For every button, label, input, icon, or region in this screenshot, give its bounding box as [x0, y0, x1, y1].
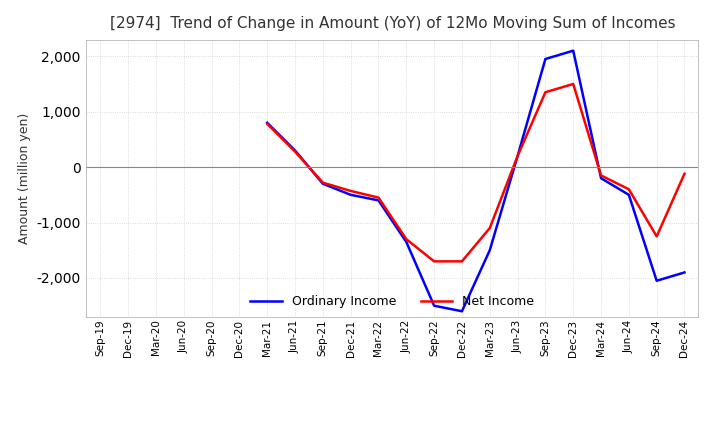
Net Income — [346, 188, 355, 194]
Line: Ordinary Income: Ordinary Income — [267, 51, 685, 311]
Title: [2974]  Trend of Change in Amount (YoY) of 12Mo Moving Sum of Incomes: [2974] Trend of Change in Amount (YoY) o… — [109, 16, 675, 32]
Ordinary Income — [263, 120, 271, 125]
Ordinary Income — [318, 181, 327, 187]
Net Income — [569, 81, 577, 87]
Ordinary Income — [624, 192, 633, 198]
Ordinary Income — [291, 148, 300, 153]
Ordinary Income — [541, 56, 550, 62]
Net Income — [485, 225, 494, 231]
Net Income — [318, 180, 327, 185]
Net Income — [513, 154, 522, 159]
Legend: Ordinary Income, Net Income: Ordinary Income, Net Income — [246, 290, 539, 313]
Y-axis label: Amount (million yen): Amount (million yen) — [18, 113, 31, 244]
Net Income — [263, 121, 271, 127]
Ordinary Income — [430, 303, 438, 308]
Ordinary Income — [513, 154, 522, 159]
Net Income — [541, 90, 550, 95]
Line: Net Income: Net Income — [267, 84, 685, 261]
Ordinary Income — [458, 308, 467, 314]
Ordinary Income — [569, 48, 577, 53]
Net Income — [652, 234, 661, 239]
Ordinary Income — [680, 270, 689, 275]
Ordinary Income — [597, 176, 606, 181]
Net Income — [291, 149, 300, 154]
Net Income — [402, 237, 410, 242]
Ordinary Income — [652, 278, 661, 283]
Ordinary Income — [402, 239, 410, 245]
Net Income — [374, 195, 383, 200]
Net Income — [624, 187, 633, 192]
Ordinary Income — [374, 198, 383, 203]
Net Income — [430, 259, 438, 264]
Net Income — [597, 173, 606, 178]
Ordinary Income — [485, 248, 494, 253]
Net Income — [458, 259, 467, 264]
Net Income — [680, 171, 689, 176]
Ordinary Income — [346, 192, 355, 198]
